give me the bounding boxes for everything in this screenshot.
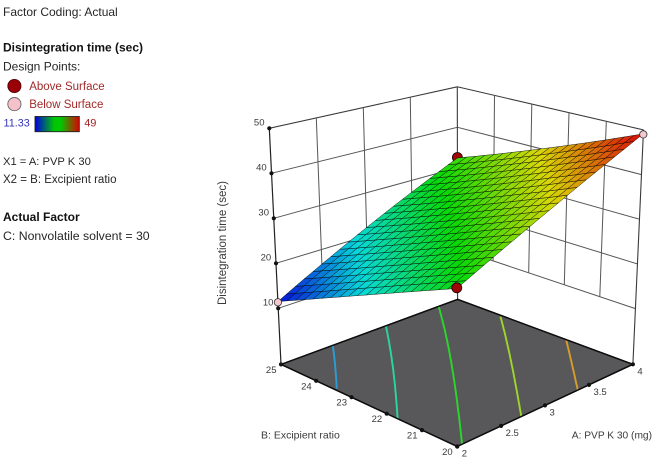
svg-text:Factor Coding: Actual: Factor Coding: Actual [3,5,118,19]
svg-text:22: 22 [372,414,383,425]
svg-text:3.5: 3.5 [594,387,607,398]
svg-text:C: Nonvolatile solvent = 30: C: Nonvolatile solvent = 30 [3,229,150,243]
svg-text:Actual Factor: Actual Factor [3,210,80,224]
svg-text:Above Surface: Above Surface [29,81,104,93]
svg-text:21: 21 [407,431,418,442]
svg-text:Below Surface: Below Surface [29,99,103,111]
svg-text:2.5: 2.5 [506,428,519,439]
svg-text:Disintegration time (sec): Disintegration time (sec) [217,181,229,305]
svg-text:20: 20 [261,252,272,263]
svg-text:20: 20 [442,447,453,458]
svg-text:Design Points:: Design Points: [3,60,80,74]
svg-text:A: PVP K 30 (mg): A: PVP K 30 (mg) [572,431,652,442]
svg-text:X1 = A: PVP K 30: X1 = A: PVP K 30 [3,156,91,168]
svg-text:Disintegration time (sec): Disintegration time (sec) [3,41,143,55]
svg-text:24: 24 [301,381,312,392]
svg-text:10: 10 [263,297,274,308]
svg-text:11.33: 11.33 [4,117,30,129]
svg-text:3: 3 [550,407,555,418]
svg-text:30: 30 [258,207,269,218]
svg-text:40: 40 [256,162,267,173]
svg-text:X2 = B: Excipient ratio: X2 = B: Excipient ratio [3,174,116,186]
svg-text:B: Excipient ratio: B: Excipient ratio [261,430,340,442]
svg-text:50: 50 [254,117,265,128]
svg-text:49: 49 [84,117,96,129]
svg-text:23: 23 [336,398,347,409]
svg-text:4: 4 [637,366,642,377]
svg-text:2: 2 [462,449,467,460]
svg-text:25: 25 [266,365,277,376]
